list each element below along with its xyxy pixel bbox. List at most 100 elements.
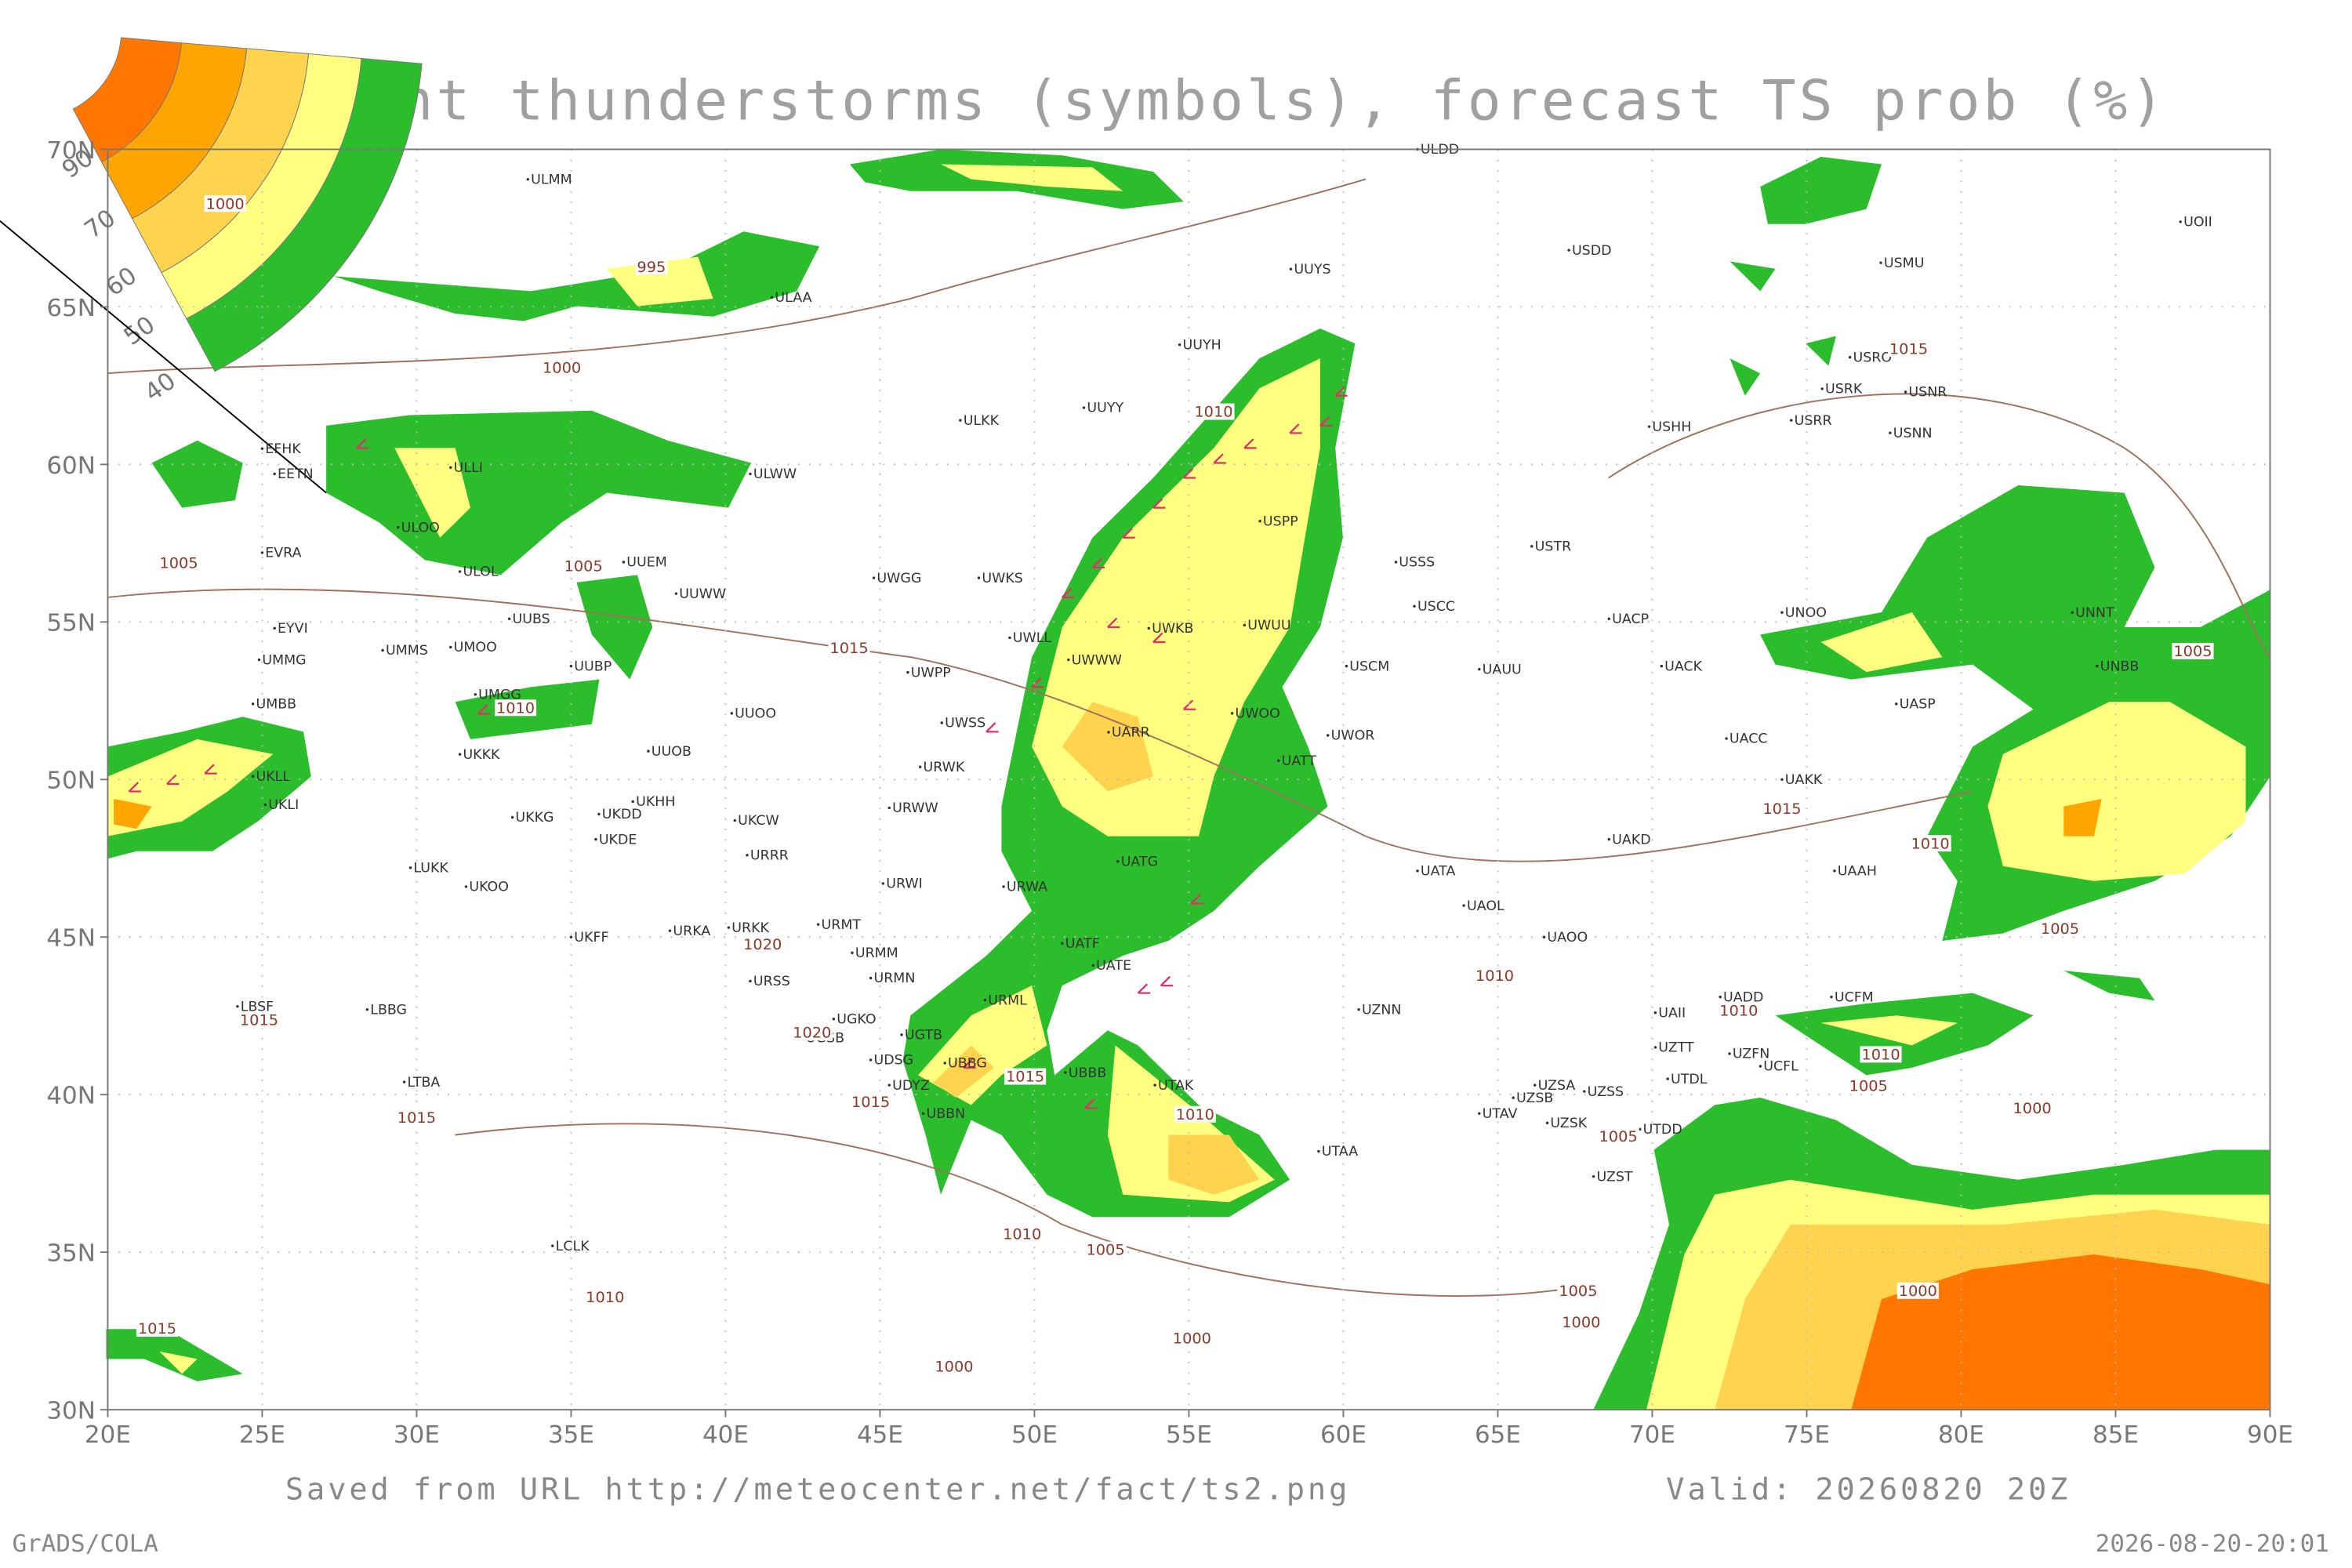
station-dot — [1780, 611, 1784, 614]
station-label: UMBB — [256, 697, 296, 713]
y-tick-label: 30N — [46, 1397, 96, 1425]
isobar-label-bg — [742, 935, 784, 953]
station-label: USRO — [1853, 350, 1893, 366]
station-label: USTR — [1535, 539, 1572, 555]
x-tick-label: 25E — [239, 1421, 285, 1449]
station-label: EFHK — [265, 441, 301, 457]
station-dot — [647, 750, 650, 753]
station-dot — [1116, 860, 1120, 863]
isobar — [107, 588, 1973, 862]
isobar-label-bg — [1557, 1282, 1599, 1299]
storm-areas — [106, 149, 2270, 1410]
station-label: UWGG — [877, 571, 921, 586]
station-dot — [1258, 520, 1261, 523]
isobar-label: 1010 — [1475, 967, 1514, 985]
station-label: UAUU — [1483, 662, 1522, 677]
station-label: UWLL — [1013, 630, 1052, 646]
isobar-label-bg — [1847, 1077, 1889, 1094]
station-label: UATG — [1121, 855, 1158, 870]
station-label: EYVI — [278, 621, 308, 637]
valid-time: Valid: 20260820 20Z — [1666, 1472, 2071, 1508]
station-dot — [449, 645, 452, 649]
station-dot — [918, 765, 922, 768]
station-dot — [1530, 545, 1534, 548]
station-label: USHH — [1652, 419, 1691, 435]
y-tick-label: 35N — [46, 1240, 96, 1268]
station-dot — [1345, 664, 1348, 668]
station-label: EETN — [278, 466, 314, 482]
station-label: UWKS — [982, 571, 1022, 586]
station-dot — [2179, 220, 2182, 223]
station-dot — [887, 806, 891, 810]
station-dot — [510, 815, 514, 819]
station-label: UCFM — [1835, 989, 1874, 1005]
station-dot — [1416, 869, 1419, 873]
isobar-label: 1010 — [586, 1288, 624, 1306]
station-dot — [1780, 778, 1784, 781]
isobar-label-bg — [850, 1093, 892, 1110]
station-dot — [1327, 734, 1330, 737]
isobar-label-bg — [395, 1109, 437, 1126]
station-label: ULOL — [463, 564, 499, 580]
station-label: URWK — [924, 760, 965, 775]
isobar-label-bg — [1887, 340, 1930, 358]
station-label: ULAA — [775, 290, 811, 306]
station-dot — [1545, 1121, 1549, 1125]
station-dot — [746, 854, 749, 857]
isobar-label-bg — [1192, 403, 1235, 420]
station-label: UDSG — [873, 1053, 913, 1069]
station-dot — [402, 1080, 406, 1083]
station-dot — [906, 670, 909, 674]
station-dot — [1660, 664, 1664, 668]
title: Current thunderstorms (symbols), forecas… — [215, 68, 2167, 132]
station-dot — [940, 721, 943, 724]
station-dot — [1107, 731, 1110, 734]
station-dot — [594, 837, 597, 841]
station-label: UUOB — [652, 744, 691, 760]
station-label: UTDL — [1671, 1072, 1708, 1087]
software: GrADS/COLA — [12, 1530, 158, 1558]
station-label: USRR — [1795, 413, 1832, 429]
station-dot — [668, 929, 672, 932]
isobar-label-bg — [1718, 1002, 1760, 1019]
isobar-label: 1000 — [935, 1358, 973, 1376]
station-dot — [872, 576, 876, 579]
station-label: UZST — [1596, 1170, 1632, 1185]
station-label: UMOO — [454, 640, 497, 655]
station-dot — [260, 447, 264, 450]
station-dot — [526, 177, 530, 181]
station-dot — [622, 561, 626, 564]
isobar-label-bg — [933, 1358, 975, 1375]
station-dot — [1317, 1149, 1320, 1153]
station-dot — [1153, 1083, 1156, 1087]
isobar-label-bg — [1084, 1241, 1127, 1258]
station-label: UWUU — [1247, 618, 1290, 633]
station-label: EVRA — [265, 546, 301, 561]
station-label: LTBA — [408, 1075, 441, 1091]
station-dot — [1583, 1090, 1586, 1093]
isobar-label: 1010 — [1719, 1001, 1758, 1019]
station-dot — [273, 626, 276, 630]
x-tick-label: 90E — [2247, 1421, 2293, 1449]
x-tick-label: 55E — [1166, 1421, 1212, 1449]
station-dot — [365, 1007, 369, 1011]
station-label: UDYZ — [892, 1078, 930, 1094]
station-label: UMMG — [262, 652, 306, 668]
station-dot — [1879, 261, 1882, 264]
station-label: URRR — [750, 848, 789, 864]
x-tick-label: 20E — [85, 1421, 131, 1449]
station-label: ULWW — [753, 466, 797, 482]
isobar-label-bg — [584, 1288, 626, 1305]
station-label: ULKK — [964, 413, 1000, 429]
station-label: UTDD — [1643, 1122, 1682, 1138]
station-label: UMGG — [478, 688, 521, 703]
station-dot — [1833, 869, 1836, 873]
station-dot — [273, 472, 276, 476]
source-url: Saved from URL http://meteocenter.net/fa… — [285, 1472, 1350, 1508]
station-label: UAKK — [1785, 772, 1823, 788]
station-label: USPP — [1263, 514, 1298, 530]
legend-band — [72, 37, 183, 162]
station-label: UKLI — [268, 797, 299, 813]
station-label: UWPP — [911, 665, 951, 681]
station-label: UNOO — [1785, 605, 1827, 621]
